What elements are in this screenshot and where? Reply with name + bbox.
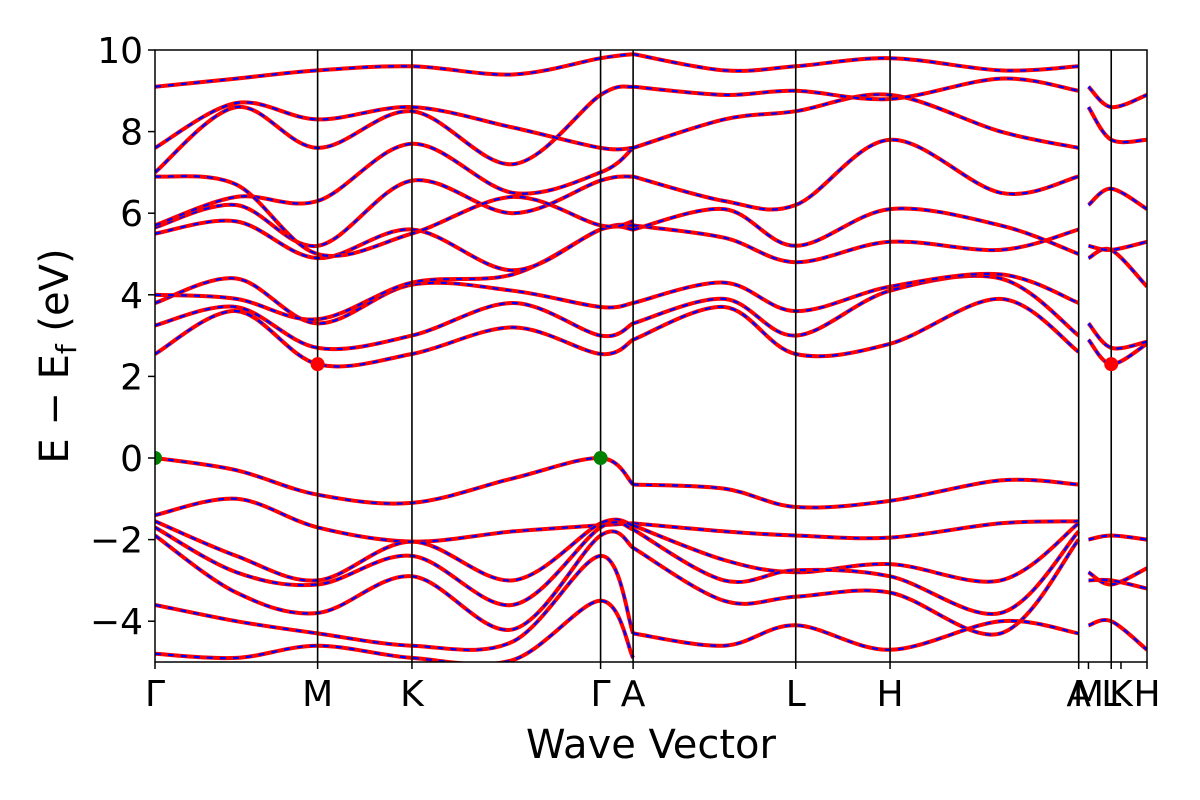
x-tick-label-2: K [400, 674, 425, 715]
band-line-22 [632, 206, 1080, 256]
band-line-25 [155, 141, 635, 228]
band-dash-36 [1088, 240, 1147, 252]
x-tick-label-5: L [786, 674, 806, 715]
cbm-marker-3 [1104, 357, 1119, 372]
vbm-marker-1 [593, 451, 608, 465]
band-dash-31 [155, 53, 634, 88]
y-axis-label-unit: (eV) [32, 248, 78, 344]
band-line-32 [632, 52, 1079, 73]
band-line-20 [632, 223, 1080, 265]
x-tick-label-7: A [1066, 674, 1091, 715]
band-dash-33 [1087, 338, 1147, 366]
band-dash-43 [1088, 618, 1147, 651]
x-tick-label-11: H [1133, 674, 1160, 715]
band-dash-42 [1088, 578, 1147, 590]
band-dash-20 [632, 224, 1079, 264]
band-line-31 [155, 52, 634, 89]
band-line-38 [1086, 105, 1147, 145]
band-dash-14 [632, 297, 1080, 358]
y-tick-label-5: 6 [120, 194, 143, 235]
band-line-29 [632, 76, 1080, 102]
band-dash-7 [632, 528, 1080, 616]
band-line-37 [1087, 186, 1147, 211]
band-dash-12 [155, 599, 635, 662]
x-tick-label-4: A [621, 674, 646, 715]
y-tick-label-7: 10 [97, 31, 143, 72]
x-axis-label: Wave Vector [526, 722, 777, 768]
x-tick-label-10: K [1109, 674, 1134, 715]
band-dash-28 [155, 85, 634, 174]
y-tick-label-0: −4 [90, 602, 143, 643]
x-tick-label-3: Γ [591, 674, 611, 715]
y-axis-label-sub: f [50, 343, 83, 354]
band-dash-9 [632, 538, 1080, 636]
vbm-marker-0 [155, 451, 162, 465]
band-line-28 [155, 84, 634, 174]
y-tick-label-3: 2 [120, 357, 143, 398]
x-tick-label-9: L [1101, 674, 1121, 715]
band-dash-25 [155, 142, 634, 227]
band-dash-16 [632, 274, 1080, 337]
y-axis-label-main: E − E [32, 354, 78, 464]
band-dash-23 [155, 175, 634, 247]
band-dash-21 [155, 219, 634, 272]
y-tick-label-6: 8 [120, 113, 143, 154]
cbm-marker-2 [310, 357, 325, 372]
band-dash-3 [633, 520, 1079, 540]
y-tick-label-4: 4 [120, 276, 143, 317]
y-axis-label: E − Ef (eV) [32, 248, 83, 463]
band-dash-1 [633, 478, 1079, 509]
band-line-21 [155, 218, 634, 273]
extrema-markers [155, 357, 1119, 465]
y-axis-ticks: −4 −2 0 2 4 6 8 10 [90, 31, 155, 643]
y-tick-label-2: 0 [120, 439, 143, 480]
x-tick-label-6: H [877, 674, 904, 715]
band-line-12 [155, 598, 635, 662]
band-dash-35 [1087, 247, 1147, 288]
x-tick-label-0: Γ [145, 674, 165, 715]
kpath-dividers [316, 50, 1113, 662]
band-line-24 [632, 137, 1080, 212]
x-tick-label-1: M [302, 674, 333, 715]
x-tick-label-8: M [1073, 674, 1104, 715]
band-line-35 [1087, 246, 1147, 289]
band-dash-24 [632, 138, 1079, 211]
band-dash-29 [632, 77, 1079, 101]
band-line-1 [633, 477, 1079, 510]
bands-layer [155, 52, 1147, 662]
band-dash-32 [632, 53, 1079, 73]
band-dash-11 [632, 619, 1079, 651]
band-dash-18 [632, 272, 1080, 313]
band-dash-26 [632, 93, 1079, 149]
band-dash-15 [155, 301, 634, 351]
band-line-26 [632, 92, 1080, 150]
band-dash-30 [155, 101, 634, 151]
y-tick-label-1: −2 [90, 521, 143, 562]
band-dash-40 [1088, 534, 1147, 541]
plot-frame [154, 49, 1148, 663]
band-dash-27 [155, 175, 634, 258]
band-dash-5 [632, 522, 1080, 583]
